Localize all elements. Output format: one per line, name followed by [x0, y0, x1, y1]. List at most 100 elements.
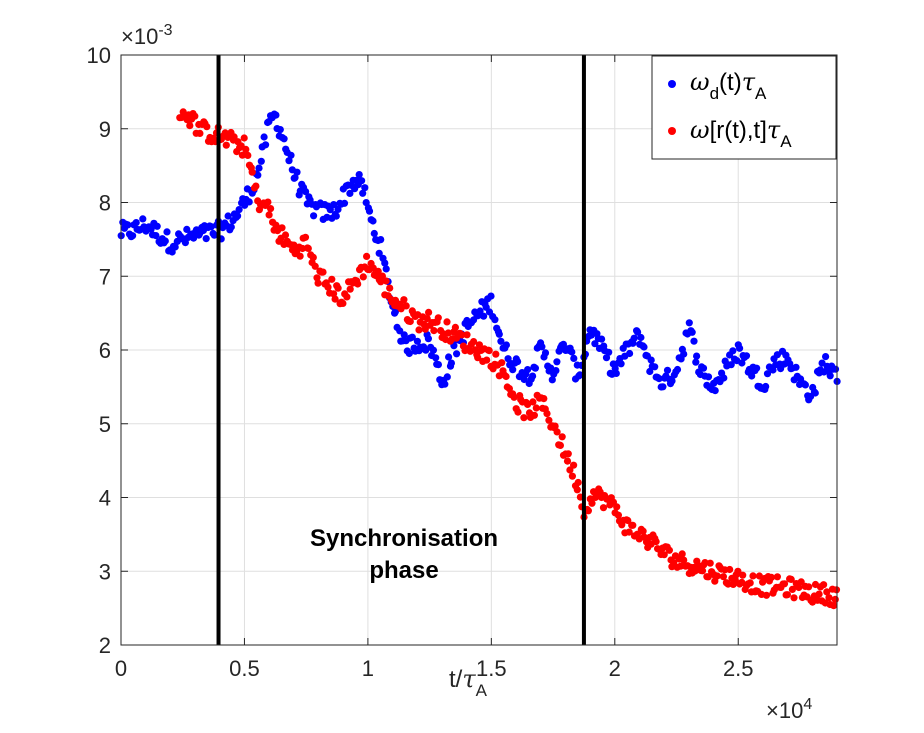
series-1-point — [265, 211, 273, 219]
series-1-point — [790, 594, 798, 602]
series-1-point — [244, 151, 252, 159]
series-0-point — [605, 348, 613, 356]
series-1-point — [281, 231, 290, 239]
x-tick-label: 1.5 — [476, 656, 507, 681]
series-0-point — [302, 188, 310, 196]
series-1-point — [563, 457, 572, 465]
series-1-point — [665, 546, 674, 554]
series-0-point — [524, 366, 532, 374]
series-1-point — [252, 182, 260, 190]
series-1-point — [421, 325, 429, 333]
series-1-point — [691, 567, 699, 575]
series-0-point — [287, 151, 295, 159]
series-0-point — [245, 198, 253, 206]
series-0-point — [262, 141, 270, 149]
series-0-point — [668, 377, 676, 385]
y-tick-label: 10 — [87, 43, 111, 68]
series-0-point — [598, 335, 606, 343]
y-tick-label: 6 — [99, 338, 111, 363]
series-0-point — [340, 199, 349, 207]
series-1-point — [746, 579, 754, 587]
series-1-point — [339, 299, 347, 307]
series-1-point — [498, 359, 506, 367]
series-1-point — [795, 583, 803, 592]
series-0-point — [491, 316, 499, 324]
series-1-point — [377, 278, 385, 286]
series-1-point — [564, 450, 572, 458]
series-1-point — [678, 550, 686, 558]
series-0-point — [224, 212, 232, 220]
series-1-point — [474, 354, 482, 362]
series-0-point — [355, 171, 363, 179]
series-0-point — [699, 364, 708, 372]
series-1-point — [359, 273, 367, 281]
series-0-point — [495, 330, 503, 338]
series-1-point — [346, 285, 354, 293]
series-1-point — [319, 268, 327, 276]
series-1-point — [423, 315, 431, 323]
series-1-point — [614, 511, 623, 519]
legend-marker-omega-d — [668, 80, 676, 88]
x-multiplier: ×104 — [766, 696, 812, 723]
annotation-line-1: Synchronisation — [310, 525, 498, 552]
series-0-point — [729, 347, 737, 355]
series-0-point — [227, 223, 235, 231]
series-0-point — [369, 217, 377, 225]
series-1-point — [820, 581, 828, 589]
series-1-point — [443, 318, 451, 326]
series-1-point — [805, 583, 813, 591]
series-0-point — [630, 334, 638, 342]
series-0-point — [202, 235, 210, 243]
series-0-point — [576, 371, 584, 379]
series-1-point — [400, 296, 408, 304]
series-1-point — [309, 253, 317, 261]
series-1-point — [704, 573, 712, 581]
series-1-point — [624, 516, 632, 525]
series-1-point — [203, 123, 211, 131]
series-0-point — [365, 207, 374, 215]
series-1-point — [444, 329, 452, 337]
series-0-point — [129, 232, 137, 240]
y-tick-label: 2 — [99, 633, 111, 658]
series-1-point — [483, 356, 491, 364]
series-1-point — [278, 224, 286, 232]
series-0-point — [647, 356, 655, 364]
series-0-point — [742, 352, 751, 360]
series-0-point — [361, 184, 369, 192]
series-0-point — [359, 189, 367, 197]
series-1-point — [553, 428, 561, 436]
x-tick-label: 1 — [362, 656, 374, 681]
series-0-point — [276, 126, 284, 134]
series-0-point — [720, 374, 728, 382]
y-multiplier: ×10-3 — [121, 22, 173, 49]
series-1-point — [599, 504, 608, 512]
series-0-point — [453, 350, 461, 358]
series-0-point — [520, 375, 528, 384]
x-tick-label: 0 — [115, 656, 127, 681]
series-0-point — [413, 337, 421, 345]
series-0-point — [704, 373, 713, 381]
series-1-point — [343, 293, 351, 301]
series-0-point — [424, 335, 432, 343]
series-1-point — [749, 572, 757, 580]
series-1-point — [242, 145, 250, 153]
series-1-point — [311, 262, 319, 270]
series-1-point — [425, 308, 433, 316]
series-1-point — [363, 252, 371, 260]
series-1-point — [724, 580, 732, 588]
series-0-point — [727, 361, 735, 369]
series-1-point — [304, 244, 312, 252]
series-1-point — [406, 317, 414, 326]
series-1-point — [788, 585, 797, 594]
series-1-point — [773, 573, 782, 581]
series-0-point — [293, 168, 301, 176]
x-tick-label: 2 — [609, 656, 621, 681]
series-1-point — [823, 588, 831, 596]
series-1-point — [831, 595, 839, 604]
legend: ωd(t)τA ω[r(t),t]τA — [651, 55, 837, 160]
series-0-point — [139, 215, 147, 223]
series-1-point — [830, 602, 838, 610]
series-0-point — [441, 380, 449, 388]
series-1-point — [463, 331, 471, 339]
series-1-point — [470, 338, 478, 346]
